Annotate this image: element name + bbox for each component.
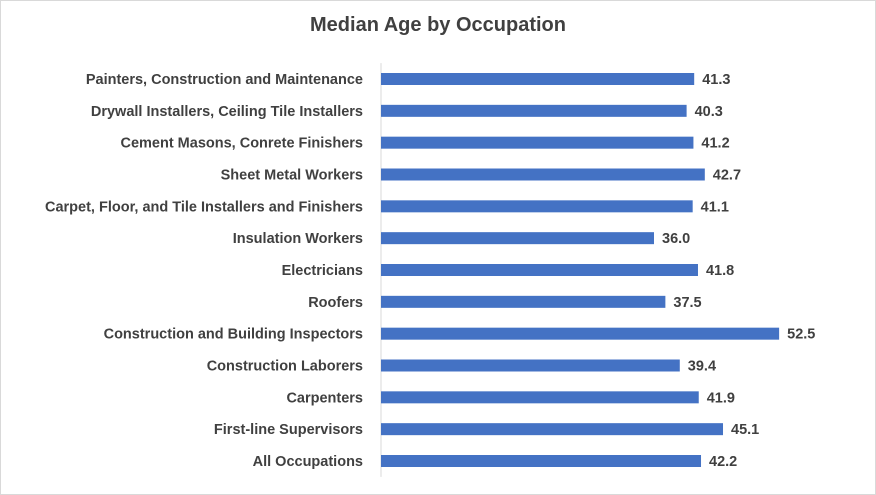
category-label: Construction Laborers <box>207 359 363 375</box>
bar <box>381 327 780 340</box>
bar <box>381 423 724 436</box>
category-labels-group: Painters, Construction and Maintenance Dr… <box>45 72 363 470</box>
bar <box>381 359 680 372</box>
chart-title: Median Age by Occupation <box>310 14 566 36</box>
data-label: 41.2 <box>701 136 729 152</box>
category-label: Carpet, Floor, and Tile Installers and F… <box>45 199 363 215</box>
bar <box>381 264 698 276</box>
data-label: 41.3 <box>702 72 730 88</box>
category-label: Drywall Installers, Ceiling Tile Install… <box>91 104 363 120</box>
category-label: Construction and Building Inspectors <box>104 327 363 343</box>
bar <box>381 73 695 85</box>
category-label: Sheet Metal Workers <box>221 168 363 184</box>
bar <box>381 295 666 308</box>
category-label: Insulation Workers <box>233 231 363 247</box>
category-label: First-line Supervisors <box>214 422 363 438</box>
value-labels-group: 41.3 40.3 41.2 42.7 41.1 36.0 41.8 37.5 52.5 39.4… <box>662 72 815 470</box>
category-label: Painters, Construction and Maintenance <box>86 72 363 88</box>
data-label: 37.5 <box>673 295 701 311</box>
data-label: 42.7 <box>713 168 741 184</box>
data-label: 41.1 <box>701 199 729 215</box>
data-label: 36.0 <box>662 231 690 247</box>
category-label: Electricians <box>282 263 363 279</box>
bar <box>381 136 694 149</box>
data-label: 39.4 <box>688 359 716 375</box>
data-label: 52.5 <box>787 327 815 343</box>
category-label: Carpenters <box>286 390 363 406</box>
bar <box>381 391 699 404</box>
data-label: 41.9 <box>707 390 735 406</box>
category-label: Roofers <box>308 295 363 311</box>
bar <box>381 168 705 181</box>
category-label: All Occupations <box>253 454 363 470</box>
data-label: 42.2 <box>709 454 737 470</box>
bar <box>381 455 702 467</box>
data-label: 41.8 <box>706 263 734 279</box>
data-label: 40.3 <box>695 104 723 120</box>
bars-group <box>381 73 780 467</box>
data-label: 45.1 <box>731 422 759 438</box>
category-label: Cement Masons, Conrete Finishers <box>120 136 363 152</box>
bar <box>381 104 687 117</box>
bar <box>381 200 693 213</box>
bar <box>381 232 654 245</box>
